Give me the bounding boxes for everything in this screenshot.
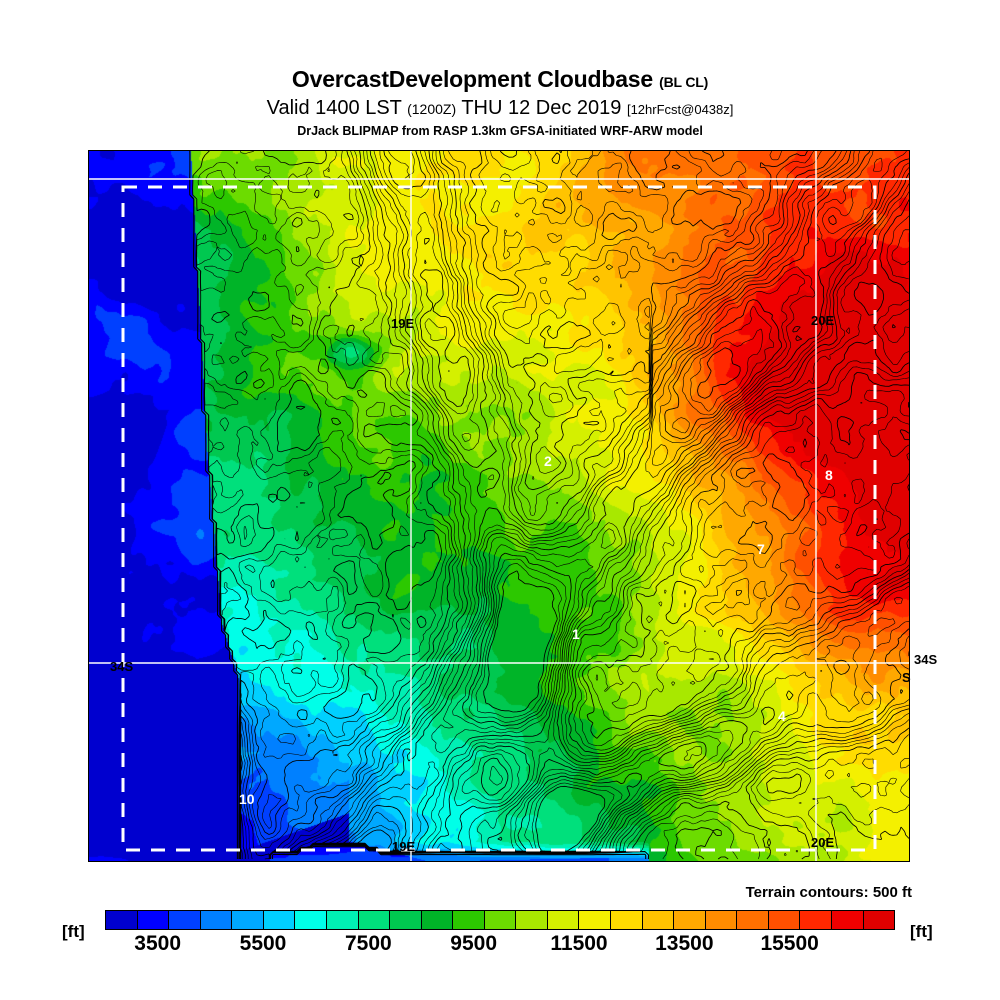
map-point-label: 8 bbox=[825, 467, 833, 483]
valid-time-line: Valid 1400 LST (1200Z) THU 12 Dec 2019 [… bbox=[0, 96, 1000, 122]
colorbar-swatch bbox=[611, 911, 643, 929]
forecast-hour: [12hrFcst@0438z] bbox=[626, 102, 734, 117]
colorbar-tick: 3500 bbox=[134, 932, 182, 955]
colorbar-swatch bbox=[863, 911, 895, 929]
title-block: OvercastDevelopment Cloudbase (BL CL) Va… bbox=[0, 66, 1000, 139]
colorbar-swatch bbox=[516, 911, 548, 929]
colorbar-swatch bbox=[263, 911, 296, 929]
colorbar-swatch bbox=[579, 911, 611, 929]
colorbar-swatch bbox=[232, 911, 264, 929]
colorbar-swatches[interactable] bbox=[105, 910, 895, 930]
colorbar-swatch bbox=[768, 911, 801, 929]
colorbar-tick: 13500 bbox=[655, 932, 714, 955]
colorbar-swatch bbox=[800, 911, 832, 929]
model-source-line: DrJack BLIPMAP from RASP 1.3km GFSA-init… bbox=[297, 124, 703, 138]
colorbar-swatch bbox=[453, 911, 485, 929]
cloudbase-raster bbox=[89, 151, 909, 861]
colorbar-swatch bbox=[390, 911, 422, 929]
colorbar-swatch bbox=[705, 911, 738, 929]
map-point-label: 7 bbox=[757, 541, 765, 557]
map-point-label: 2 bbox=[544, 453, 552, 469]
colorbar-tick: 9500 bbox=[450, 932, 498, 955]
title-parameter-code: (BL CL) bbox=[659, 74, 709, 90]
lon-label-top-left: 19E bbox=[391, 316, 415, 331]
colorbar-swatch bbox=[295, 911, 327, 929]
colorbar-tick: 15500 bbox=[760, 932, 819, 955]
colorbar-swatch bbox=[737, 911, 769, 929]
map-point-label: 10 bbox=[239, 791, 255, 807]
lat-label-right-extra: S bbox=[902, 670, 911, 685]
colorbar-swatch bbox=[200, 911, 233, 929]
colorbar-tick: 7500 bbox=[344, 932, 392, 955]
valid-local-time: Valid 1400 LST bbox=[266, 97, 402, 119]
terrain-contour-note: Terrain contours: 500 ft bbox=[745, 884, 912, 901]
colorbar-units-left: [ft] bbox=[62, 922, 85, 941]
colorbar: [ft] [ft] 3500 5500 7500 9500 11500 13500 1550… bbox=[0, 906, 1000, 966]
map-point-label: 1 bbox=[572, 626, 580, 642]
colorbar-tick-labels: 3500 5500 7500 9500 11500 13500 15500 bbox=[105, 932, 895, 962]
valid-utc-time: (1200Z) bbox=[407, 101, 457, 117]
colorbar-swatch bbox=[547, 911, 580, 929]
colorbar-swatch bbox=[831, 911, 864, 929]
colorbar-swatch bbox=[137, 911, 170, 929]
page-title: OvercastDevelopment Cloudbase (BL CL) bbox=[0, 66, 1000, 95]
colorbar-swatch bbox=[326, 911, 359, 929]
map-point-label: 4 bbox=[778, 708, 786, 724]
colorbar-tick: 5500 bbox=[239, 932, 287, 955]
map-plot-area[interactable]: 2 7 8 1 4 10 19E 20E 19E 20E bbox=[88, 150, 910, 862]
colorbar-swatch bbox=[169, 911, 201, 929]
colorbar-swatch bbox=[484, 911, 517, 929]
lon-label-top-right: 20E bbox=[811, 313, 835, 328]
lat-label-right: 34S bbox=[914, 652, 938, 667]
lon-label-bottom-right: 20E bbox=[811, 835, 835, 850]
colorbar-swatch bbox=[421, 911, 454, 929]
colorbar-swatch bbox=[358, 911, 391, 929]
colorbar-tick: 11500 bbox=[550, 932, 608, 955]
lat-label-left: 34S bbox=[110, 659, 134, 674]
valid-date: THU 12 Dec 2019 bbox=[461, 97, 622, 119]
colorbar-units-right: [ft] bbox=[910, 922, 933, 941]
colorbar-swatch bbox=[674, 911, 706, 929]
colorbar-swatch bbox=[642, 911, 675, 929]
colorbar-swatch bbox=[106, 911, 138, 929]
title-main-text: OvercastDevelopment Cloudbase bbox=[291, 66, 653, 92]
lon-label-bottom-left: 19E bbox=[392, 839, 416, 854]
